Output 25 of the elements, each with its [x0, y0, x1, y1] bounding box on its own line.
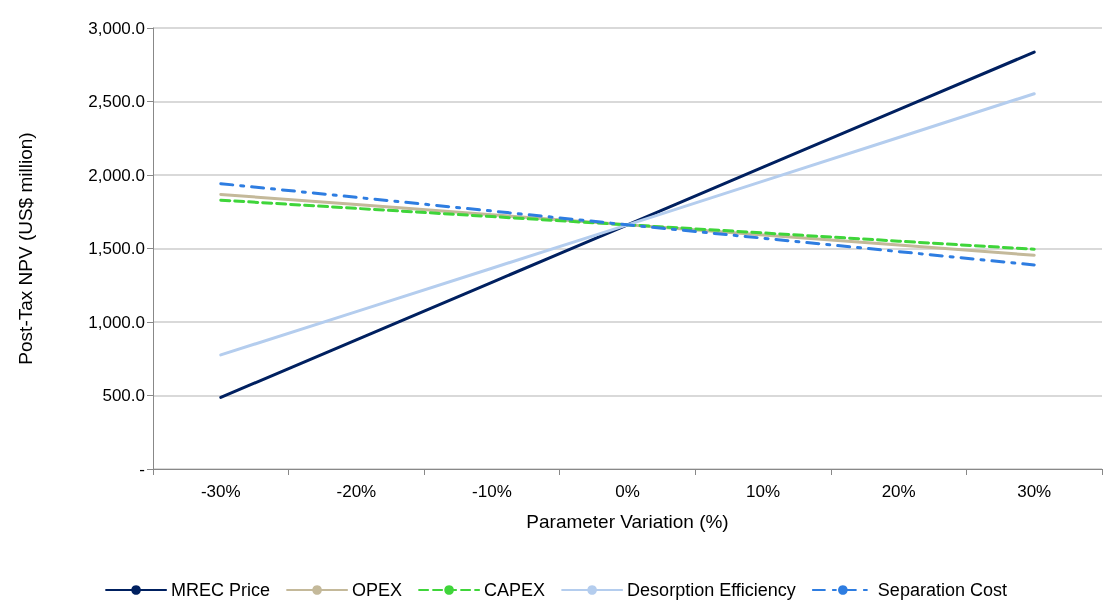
legend-label: Desorption Efficiency: [627, 580, 796, 600]
x-axis-title: Parameter Variation (%): [526, 511, 729, 532]
x-tick-label: 10%: [746, 482, 781, 501]
legend-label: Separation Cost: [877, 580, 1007, 600]
y-tick-label: -: [139, 459, 145, 479]
line-series: [219, 198, 1036, 251]
x-tick-label: -30%: [200, 482, 241, 501]
y-tick-label: 2,000.0: [88, 165, 145, 185]
x-tick-label: 0%: [615, 482, 640, 501]
y-tick-label: 1,500.0: [88, 239, 145, 258]
y-tick-label: 1,000.0: [88, 312, 145, 332]
x-tick-label: -10%: [472, 482, 512, 501]
y-tick-label: 500.0: [102, 386, 145, 405]
x-tick-label: 20%: [881, 482, 916, 501]
y-axis-title: Post-Tax NPV (US$ million): [15, 132, 36, 365]
y-tick-label: 2,500.0: [88, 92, 145, 111]
x-tick-label: 30%: [1017, 482, 1052, 501]
legend-label: CAPEX: [484, 580, 546, 600]
x-tick-label: -20%: [336, 482, 377, 501]
line-series: [219, 50, 1036, 399]
legend-label: OPEX: [352, 580, 403, 600]
y-tick-label: 3,000.0: [88, 18, 145, 38]
line-series: [219, 182, 1036, 267]
line-series: [219, 92, 1036, 357]
legend-label: MREC Price: [171, 580, 271, 600]
